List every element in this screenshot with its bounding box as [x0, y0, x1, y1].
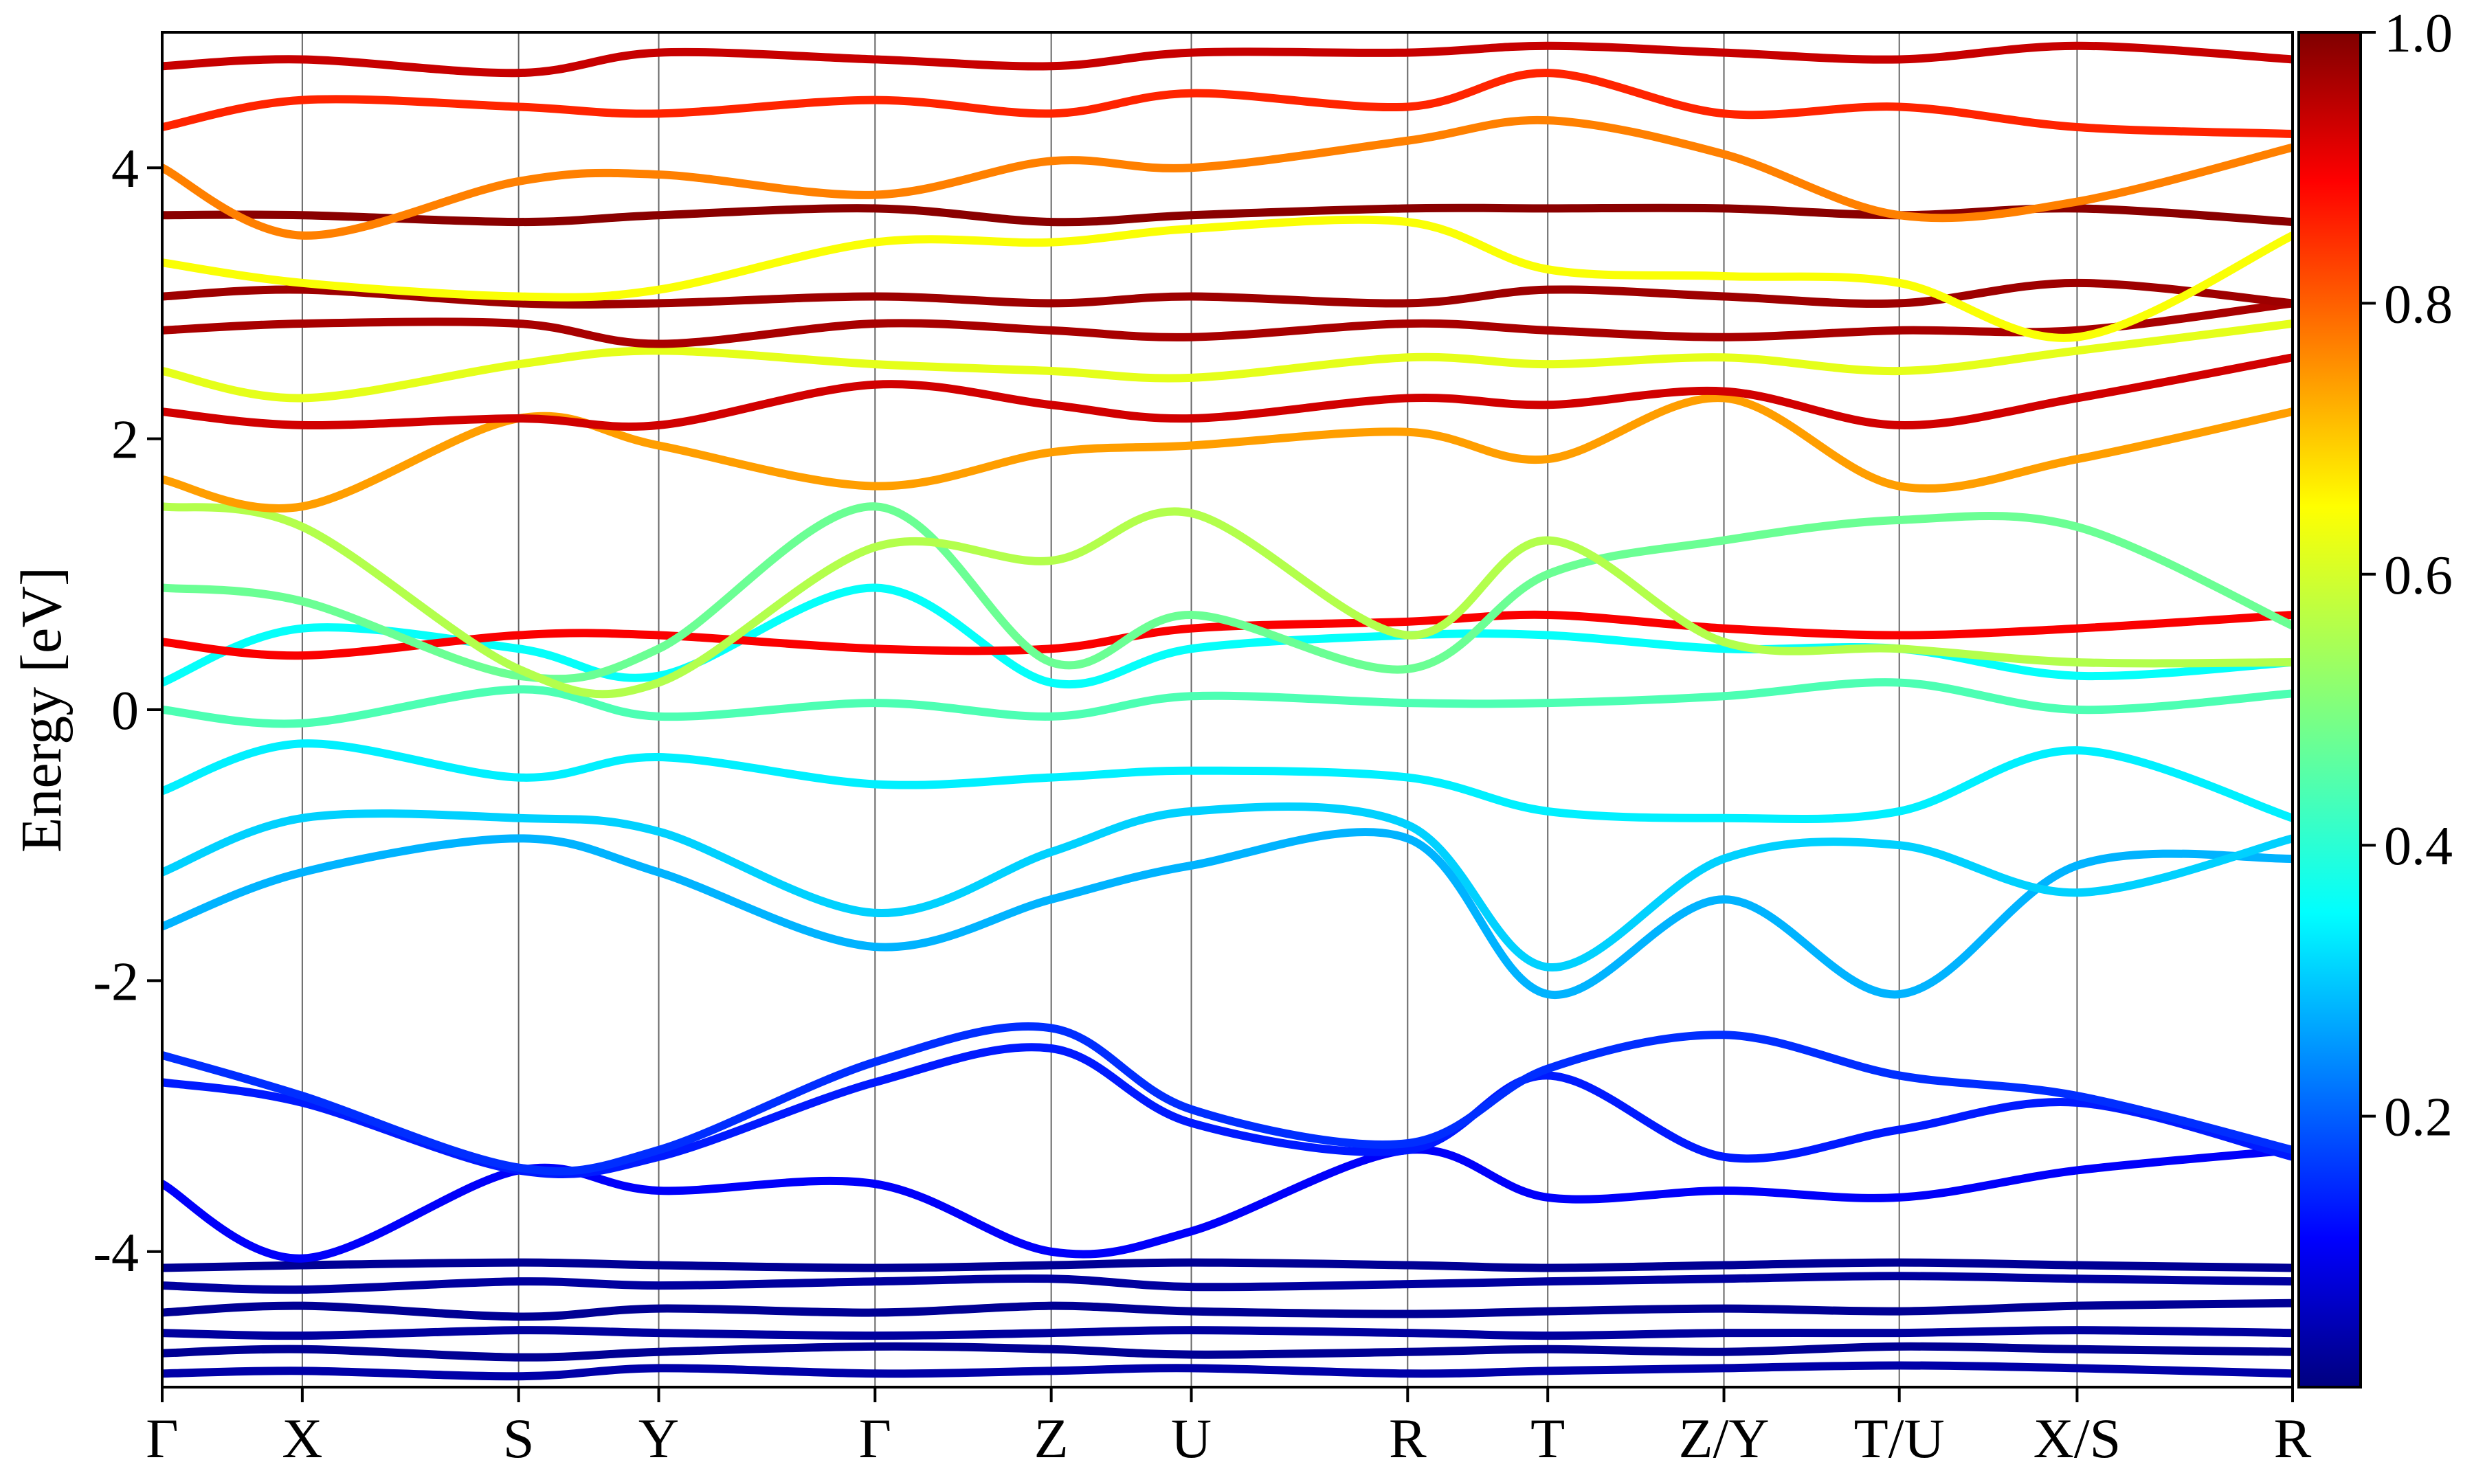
band-line — [162, 1342, 2293, 1362]
x-tick-label: S — [503, 1407, 535, 1470]
band-line — [162, 1326, 2293, 1340]
band-lines — [162, 41, 2293, 1381]
band-line — [162, 1361, 2293, 1381]
band-line — [162, 678, 2293, 728]
y-axis-ticks: -4 -2 0 2 4 — [93, 139, 162, 1283]
x-tick-label: T — [1530, 1407, 1565, 1470]
x-tick-label: X — [282, 1407, 322, 1470]
x-tick-label: Z — [1034, 1407, 1069, 1470]
y-tick-label: 0 — [111, 681, 139, 741]
colorbar — [2297, 31, 2362, 1389]
band-line — [162, 739, 2293, 824]
x-tick-label: Γ — [146, 1407, 178, 1470]
x-tick-label: R — [1389, 1407, 1427, 1470]
band-line — [162, 828, 2293, 1000]
colorbar-tick-label: 1.0 — [2384, 3, 2453, 64]
band-line — [162, 299, 2293, 348]
band-line — [162, 502, 2293, 699]
y-axis-label: Energy [eV] — [10, 567, 74, 853]
band-line — [162, 41, 2293, 78]
band-line — [162, 215, 2293, 342]
colorbar-ticks: 0.2 0.4 0.6 0.8 1.0 — [2361, 3, 2453, 1148]
band-line — [162, 278, 2293, 309]
band-line — [162, 1272, 2293, 1294]
band-line — [162, 802, 2293, 971]
x-tick-label: Γ — [859, 1407, 891, 1470]
band-line — [162, 1258, 2293, 1272]
x-axis-ticks: Γ X S Y Γ Z U R T Z/Y T/U X/S R — [146, 1387, 2312, 1470]
y-tick-label: -2 — [93, 952, 139, 1012]
x-tick-label: X/S — [2033, 1407, 2121, 1470]
y-tick-label: 2 — [111, 410, 139, 471]
colorbar-tick-label: 0.8 — [2384, 274, 2453, 335]
band-line — [162, 502, 2293, 684]
band-line — [162, 1298, 2293, 1321]
x-tick-label: T/U — [1854, 1407, 1945, 1470]
high-symmetry-gridlines — [301, 32, 2078, 1387]
colorbar-tick-label: 0.2 — [2384, 1088, 2453, 1148]
colorbar-tick-label: 0.6 — [2384, 546, 2453, 606]
band-line — [162, 610, 2293, 660]
band-line — [162, 115, 2293, 240]
colorbar-tick-label: 0.4 — [2384, 816, 2453, 877]
band-line — [162, 353, 2293, 431]
y-tick-label: 4 — [111, 139, 139, 199]
band-line — [162, 1022, 2293, 1176]
x-tick-label: Z/Y — [1678, 1407, 1769, 1470]
x-tick-label: R — [2274, 1407, 2312, 1470]
x-tick-label: Y — [638, 1407, 679, 1470]
x-tick-label: U — [1171, 1407, 1212, 1470]
band-line — [162, 319, 2293, 403]
y-tick-label: -4 — [93, 1223, 139, 1283]
band-line — [162, 69, 2293, 138]
